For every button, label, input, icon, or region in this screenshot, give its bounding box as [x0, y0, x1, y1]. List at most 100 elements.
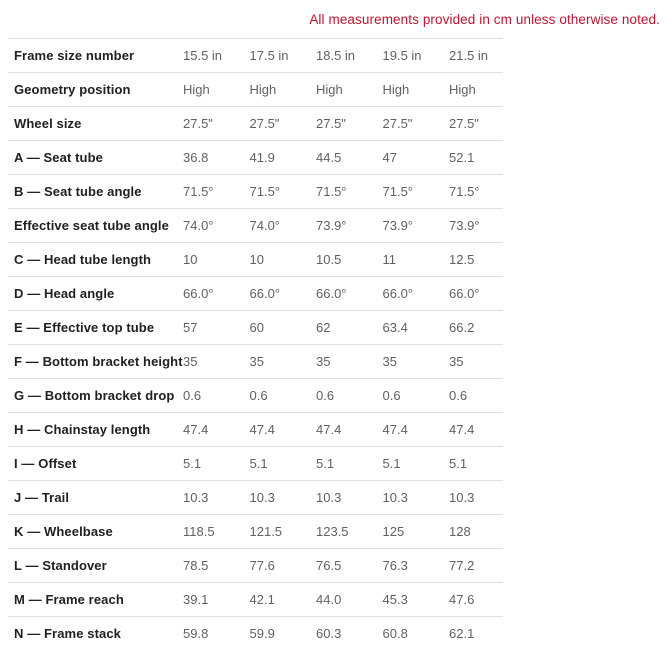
row-value: 73.9° [382, 218, 414, 233]
row-value: 5.1 [382, 456, 401, 471]
row-label: F — Bottom bracket height [14, 354, 183, 369]
row-value: 27.5" [249, 116, 280, 131]
row-value: 41.9 [249, 150, 275, 165]
row-value: 62 [316, 320, 331, 335]
row-label: D — Head angle [14, 286, 115, 301]
row-value: 35 [382, 354, 397, 369]
row-value: 35 [316, 354, 331, 369]
geometry-table: Frame size number 15.5 in 17.5 in 18.5 in 1… [8, 38, 503, 650]
row-value: 73.9° [316, 218, 347, 233]
row-label: Effective seat tube angle [14, 218, 169, 233]
row-label: Wheel size [14, 116, 82, 131]
row-value: 47.4 [249, 422, 275, 437]
row-value: 10 [183, 252, 198, 267]
row-value: 66.0° [382, 286, 414, 301]
table-row: Effective seat tube angle 74.0° 74.0° 73.9… [8, 208, 503, 242]
row-value: 21.5 in [449, 48, 489, 63]
row-value: 74.0° [183, 218, 214, 233]
row-value: 123.5 [316, 524, 349, 539]
row-value: 66.0° [249, 286, 281, 301]
row-value: 59.8 [183, 626, 209, 641]
row-value: 5.1 [183, 456, 202, 471]
row-value: 5.1 [449, 456, 468, 471]
row-value: 10.3 [382, 490, 408, 505]
table-row: L — Standover 78.5 77.6 76.5 76.3 77.2 [8, 548, 503, 582]
table-row: I — Offset 5.1 5.1 5.1 5.1 5.1 [8, 446, 503, 480]
row-value: 118.5 [183, 524, 215, 539]
row-value: 10.3 [316, 490, 342, 505]
row-value: 42.1 [249, 592, 275, 607]
row-value: 76.5 [316, 558, 342, 573]
row-value: 63.4 [382, 320, 408, 335]
row-value: 10.3 [449, 490, 475, 505]
row-value: 17.5 in [249, 48, 289, 63]
row-value: 71.5° [449, 184, 480, 199]
row-value: 0.6 [449, 388, 468, 403]
row-value: 45.3 [382, 592, 408, 607]
row-value: 5.1 [249, 456, 268, 471]
row-value: 47.4 [449, 422, 475, 437]
table-row: B — Seat tube angle 71.5° 71.5° 71.5° 71.5°… [8, 174, 503, 208]
row-value: 47.6 [449, 592, 475, 607]
row-value: High [183, 82, 210, 97]
row-value: High [316, 82, 343, 97]
row-value: High [382, 82, 410, 97]
row-value: 0.6 [183, 388, 202, 403]
row-value: 71.5° [382, 184, 414, 199]
row-value: 125 [382, 524, 405, 539]
row-value: 60.3 [316, 626, 342, 641]
row-value: 71.5° [249, 184, 281, 199]
row-value: 18.5 in [316, 48, 356, 63]
row-value: 71.5° [316, 184, 347, 199]
row-value: 47.4 [316, 422, 342, 437]
row-label: A — Seat tube [14, 150, 103, 165]
row-value: 36.8 [183, 150, 209, 165]
row-label: N — Frame stack [14, 626, 121, 641]
row-value: High [249, 82, 277, 97]
row-value: High [449, 82, 476, 97]
row-value: 121.5 [249, 524, 283, 539]
table-row: Geometry position High High High High High [8, 72, 503, 106]
measurements-note: All measurements provided in cm unless o… [309, 11, 660, 27]
row-value: 60 [249, 320, 264, 335]
row-value: 35 [183, 354, 198, 369]
row-value: 0.6 [249, 388, 268, 403]
row-value: 73.9° [449, 218, 480, 233]
row-value: 12.5 [449, 252, 475, 267]
row-value: 19.5 in [382, 48, 422, 63]
row-value: 39.1 [183, 592, 209, 607]
row-value: 27.5" [316, 116, 346, 131]
row-label: Frame size number [14, 48, 135, 63]
row-value: 27.5" [183, 116, 213, 131]
row-value: 27.5" [449, 116, 479, 131]
table-row: J — Trail 10.3 10.3 10.3 10.3 10.3 [8, 480, 503, 514]
table-row: M — Frame reach 39.1 42.1 44.0 45.3 47.6 [8, 582, 503, 616]
row-value: 60.8 [382, 626, 408, 641]
table-row: N — Frame stack 59.8 59.9 60.3 60.8 62.1 [8, 616, 503, 650]
row-value: 47 [382, 150, 397, 165]
row-value: 10.3 [183, 490, 209, 505]
row-value: 10.5 [316, 252, 342, 267]
row-label: M — Frame reach [14, 592, 124, 607]
row-value: 76.3 [382, 558, 408, 573]
row-label: I — Offset [14, 456, 77, 471]
row-value: 66.0° [183, 286, 214, 301]
row-value: 35 [249, 354, 264, 369]
table-row: A — Seat tube 36.8 41.9 44.5 47 52.1 [8, 140, 503, 174]
table-row: F — Bottom bracket height 35 35 35 35 35 [8, 344, 503, 378]
row-value: 57 [183, 320, 198, 335]
row-value: 66.0° [449, 286, 480, 301]
table-row: D — Head angle 66.0° 66.0° 66.0° 66.0° 66.0° [8, 276, 503, 310]
row-label: C — Head tube length [14, 252, 152, 267]
row-value: 78.5 [183, 558, 209, 573]
row-label: J — Trail [14, 490, 70, 505]
row-value: 66.0° [316, 286, 347, 301]
table-row: E — Effective top tube 57 60 62 63.4 66.2 [8, 310, 503, 344]
row-value: 10 [249, 252, 264, 267]
row-label: Geometry position [14, 82, 131, 97]
row-value: 0.6 [382, 388, 401, 403]
row-value: 11 [382, 252, 397, 267]
row-value: 71.5° [183, 184, 214, 199]
row-label: B — Seat tube angle [14, 184, 142, 199]
